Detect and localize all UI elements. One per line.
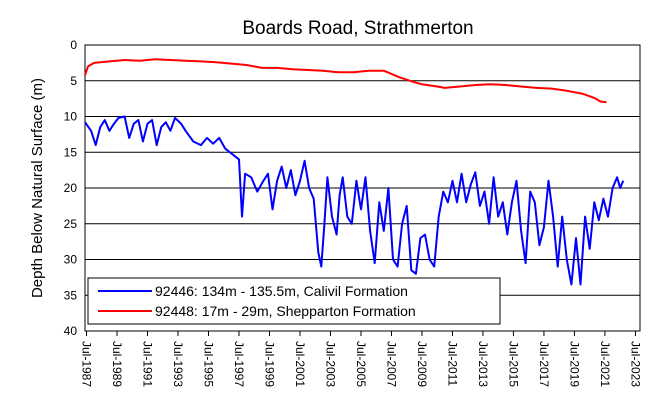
x-tick-label: Jul-2013 (476, 341, 490, 387)
x-tick-label: Jul-2019 (567, 341, 581, 387)
x-tick-label: Jul-1997 (232, 341, 246, 387)
y-tick-label: 5 (70, 74, 77, 88)
y-tick-label: 15 (64, 145, 78, 159)
y-axis-label: Depth Below Natural Surface (m) (29, 78, 46, 298)
legend: 92446: 134m - 135.5m, Calivil Formation 9… (87, 277, 501, 325)
x-tick-label: Jul-2005 (354, 341, 368, 387)
series-line (84, 115, 625, 286)
y-tick-label: 30 (64, 253, 78, 267)
y-tick-label: 10 (64, 110, 78, 124)
y-tick-label: 20 (64, 181, 78, 195)
x-tick-label: Jul-2009 (415, 341, 429, 387)
x-tick-label: Jul-1995 (202, 341, 216, 387)
chart-title: Boards Road, Strathmerton (242, 18, 473, 39)
x-tick-label: Jul-1989 (110, 341, 124, 387)
x-tick-label: Jul-2003 (323, 341, 337, 387)
x-tick-label: Jul-1991 (141, 341, 155, 387)
y-tick-label: 40 (64, 324, 78, 338)
x-tick-label: Jul-1999 (262, 341, 276, 387)
x-tick-label: Jul-2023 (628, 341, 642, 387)
series-line (84, 58, 607, 104)
x-tick-label: Jul-2007 (384, 341, 398, 387)
x-tick-label: Jul-2015 (506, 341, 520, 387)
plot-border (84, 44, 641, 332)
x-tick-label: Jul-2021 (598, 341, 612, 387)
legend-label: 92446: 134m - 135.5m, Calivil Formation (155, 283, 408, 299)
x-tick-label: Jul-2017 (537, 341, 551, 387)
x-tick-label: Jul-2001 (293, 341, 307, 387)
x-tick-label: Jul-1987 (80, 341, 94, 387)
y-tick-label: 25 (64, 217, 78, 231)
y-tick-label: 35 (64, 288, 78, 302)
x-tick-label: Jul-2011 (445, 341, 459, 386)
y-tick-label: 0 (70, 38, 77, 52)
x-tick-label: Jul-1993 (171, 341, 185, 387)
legend-label: 92448: 17m - 29m, Shepparton Formation (155, 303, 416, 319)
legend-box (87, 277, 501, 325)
